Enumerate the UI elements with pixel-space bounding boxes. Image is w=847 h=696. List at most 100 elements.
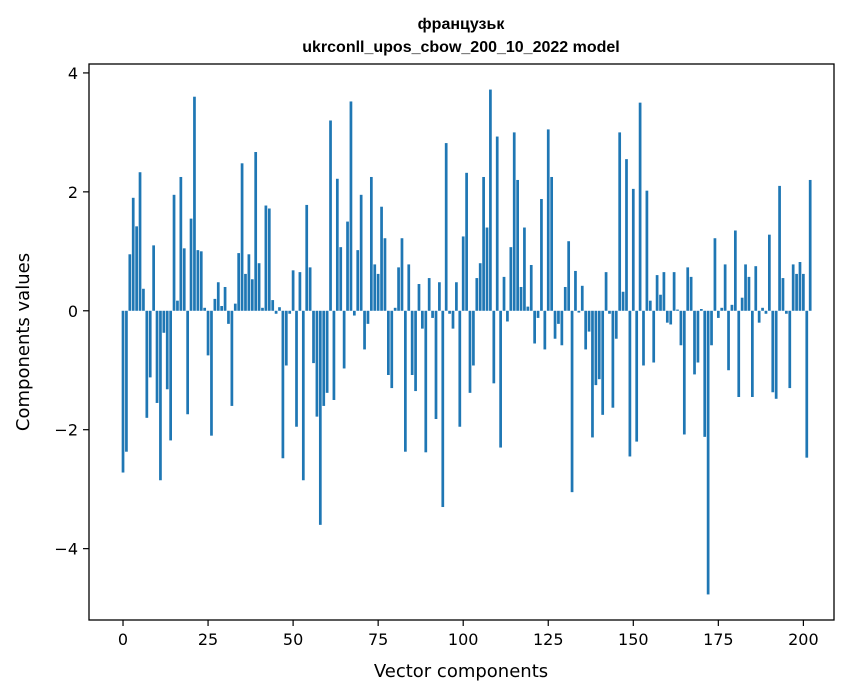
bar-195 <box>785 310 788 314</box>
bar-199 <box>798 262 802 311</box>
bar-190 <box>768 234 771 311</box>
bar-57 <box>315 310 319 417</box>
bar-129 <box>560 310 564 346</box>
bar-60 <box>325 310 329 393</box>
bar-78 <box>387 310 390 375</box>
y-axis-ticks: −4 −2 0 2 4 <box>54 64 89 559</box>
plot-frame <box>88 63 835 621</box>
bar-193 <box>778 185 781 311</box>
bar-85 <box>410 310 414 375</box>
bar-201 <box>805 310 809 458</box>
bar-106 <box>482 176 485 311</box>
bar-10 <box>155 310 159 403</box>
bar-142 <box>604 272 608 311</box>
bar-197 <box>791 264 795 311</box>
bar-155 <box>648 300 652 311</box>
bar-series <box>121 89 812 595</box>
bar-32 <box>230 310 234 406</box>
bar-156 <box>652 310 656 363</box>
bar-128 <box>557 310 560 324</box>
bar-186 <box>754 266 758 311</box>
bar-49 <box>288 310 292 314</box>
bar-8 <box>148 310 152 378</box>
bar-134 <box>577 310 581 313</box>
bar-26 <box>210 310 213 436</box>
bar-125 <box>546 129 550 311</box>
bar-43 <box>267 208 271 311</box>
bar-1 <box>125 310 128 452</box>
bar-130 <box>563 286 567 311</box>
bar-181 <box>737 310 741 397</box>
bar-21 <box>193 96 196 311</box>
bar-124 <box>543 310 547 350</box>
x-tick-label: 50 <box>283 630 303 649</box>
chart-title-line-2: ukrconll_upos_cbow_200_10_2022 model <box>302 39 619 56</box>
x-tick-label: 100 <box>448 630 479 649</box>
x-tick-label: 25 <box>198 630 218 649</box>
bar-184 <box>747 276 751 311</box>
x-axis-ticks: 0 25 50 75 100 125 150 175 200 <box>118 620 819 649</box>
bar-144 <box>611 310 615 408</box>
bar-64 <box>339 247 343 311</box>
bar-178 <box>727 310 730 371</box>
bar-63 <box>335 178 339 311</box>
bar-41 <box>261 307 264 311</box>
bar-127 <box>553 310 557 339</box>
bar-135 <box>580 285 584 311</box>
x-tick-label: 125 <box>533 630 564 649</box>
bar-102 <box>468 310 472 393</box>
bar-196 <box>788 310 792 389</box>
bar-163 <box>676 309 679 311</box>
bar-122 <box>536 310 540 318</box>
bar-54 <box>305 204 309 311</box>
bar-152 <box>638 102 642 311</box>
bar-81 <box>397 267 400 311</box>
bar-74 <box>373 264 377 311</box>
bar-82 <box>400 238 404 311</box>
bar-189 <box>764 310 768 314</box>
bar-182 <box>740 297 744 311</box>
bar-183 <box>744 264 747 311</box>
bar-48 <box>284 310 288 366</box>
bar-160 <box>665 310 669 323</box>
bar-45 <box>274 310 278 314</box>
bar-37 <box>247 254 251 311</box>
bar-108 <box>489 89 492 311</box>
bar-58 <box>318 310 322 525</box>
x-tick-label: 150 <box>618 630 649 649</box>
bar-117 <box>519 286 523 311</box>
y-axis-label: Components values <box>13 253 34 431</box>
bar-140 <box>597 310 601 380</box>
bar-159 <box>662 272 666 311</box>
bar-24 <box>203 307 207 311</box>
x-tick-label: 175 <box>703 630 734 649</box>
bar-14 <box>169 310 172 441</box>
bar-94 <box>441 310 445 508</box>
bar-89 <box>424 310 428 453</box>
x-tick-label: 0 <box>118 630 128 649</box>
bar-19 <box>186 310 190 415</box>
bar-174 <box>713 238 717 311</box>
bar-13 <box>165 310 169 390</box>
bar-145 <box>614 310 618 339</box>
bar-157 <box>655 275 659 311</box>
bar-147 <box>621 291 625 311</box>
bar-18 <box>182 248 186 311</box>
bar-7 <box>145 310 149 418</box>
bar-12 <box>162 310 166 333</box>
bar-165 <box>682 310 686 435</box>
bar-59 <box>322 310 326 406</box>
bar-158 <box>659 294 662 311</box>
bar-179 <box>730 304 734 311</box>
bar-67 <box>349 101 353 311</box>
y-tick-label: −2 <box>54 421 78 440</box>
bar-191 <box>771 310 775 393</box>
bar-123 <box>540 198 543 311</box>
bar-185 <box>751 310 754 397</box>
bar-47 <box>281 310 285 459</box>
bar-29 <box>220 306 224 311</box>
bar-22 <box>196 250 200 311</box>
bar-120 <box>529 264 533 311</box>
y-tick-label: 0 <box>68 302 78 321</box>
bar-187 <box>757 310 761 323</box>
